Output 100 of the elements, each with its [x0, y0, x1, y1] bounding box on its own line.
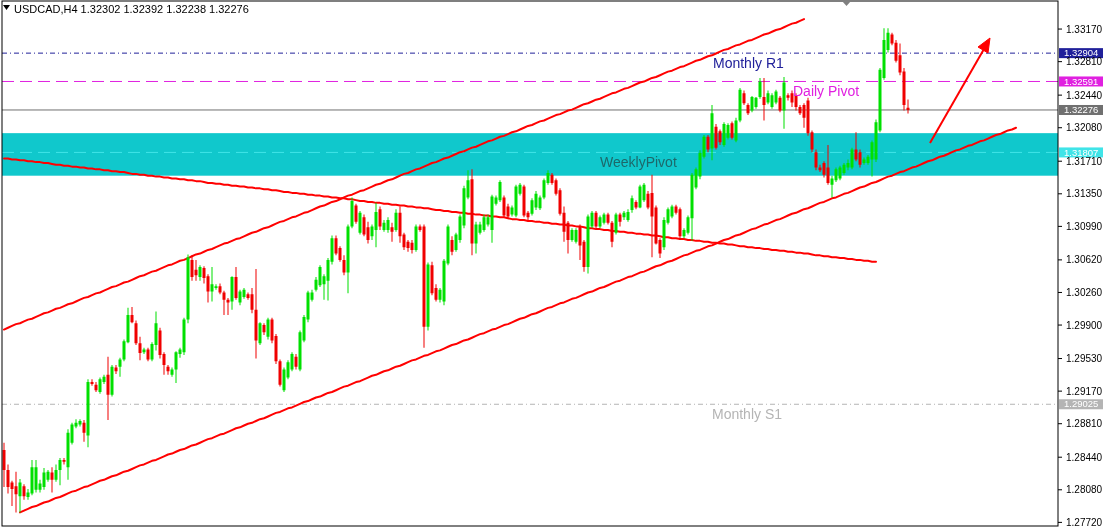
candlestick [774, 89, 778, 105]
chart-title: USDCAD,H4 1.32302 1.32392 1.32238 1.32276 [14, 3, 249, 15]
candlestick [394, 209, 398, 232]
candlestick [358, 211, 362, 235]
candlestick [634, 200, 638, 210]
candlestick [342, 255, 346, 276]
candlestick [250, 287, 254, 314]
candlestick [450, 236, 454, 256]
candlestick [762, 77, 766, 121]
y-tick-label: 1.32440 [1066, 89, 1103, 101]
y-tick-label: 1.32810 [1066, 56, 1103, 68]
candlestick [482, 214, 486, 232]
ref-line-label: WeeklyPivot [600, 154, 677, 171]
text: 1.31807 [1064, 146, 1099, 158]
candlestick [750, 96, 754, 113]
candlestick [626, 209, 630, 222]
candlestick [166, 364, 170, 375]
candlestick [198, 265, 202, 281]
candlestick [254, 268, 258, 359]
candlestick [30, 459, 34, 496]
candlestick [606, 212, 610, 225]
candlestick [2, 442, 6, 488]
y-tick-label: 1.28810 [1066, 418, 1103, 430]
candlestick [778, 96, 782, 113]
candlestick [278, 359, 282, 387]
candlestick [598, 215, 602, 229]
candlestick [62, 458, 66, 465]
candlestick [630, 195, 634, 213]
candlestick [742, 90, 746, 106]
text: 1.32904 [1064, 47, 1099, 59]
candlestick [170, 367, 174, 377]
candlestick [422, 224, 426, 348]
candlestick [374, 202, 378, 248]
candlestick [22, 484, 26, 500]
candlestick [678, 207, 682, 240]
text: 1.32276 [1064, 104, 1099, 116]
y-tick-label: 1.32080 [1066, 122, 1103, 134]
candlestick [610, 220, 614, 248]
candlestick [390, 222, 394, 242]
candlestick [498, 180, 502, 202]
candlestick [538, 195, 542, 211]
candlestick [238, 289, 242, 306]
candlestick [766, 90, 770, 105]
candlestick [90, 379, 94, 386]
candlestick [114, 364, 118, 374]
candlestick [110, 364, 114, 397]
candlestick [98, 377, 102, 394]
candlestick [770, 93, 774, 109]
candlestick [730, 121, 734, 140]
candlestick [218, 283, 222, 295]
candlestick [54, 464, 58, 482]
candlestick [58, 458, 62, 486]
candlestick [82, 420, 86, 442]
y-tick-label: 1.28080 [1066, 484, 1103, 496]
candlestick [638, 184, 642, 209]
candlestick [850, 147, 854, 170]
y-tick-label: 1.28440 [1066, 451, 1103, 463]
candlestick [230, 276, 234, 310]
candlestick [522, 184, 526, 218]
candlestick [222, 290, 226, 316]
candlestick [782, 77, 786, 129]
y-tick-label: 1.27720 [1066, 516, 1103, 528]
candlestick [570, 228, 574, 242]
candlestick [190, 255, 194, 281]
ref-line-label: Monthly S1 [712, 406, 783, 423]
candlestick [86, 379, 90, 448]
candlestick [586, 214, 590, 274]
candlestick [622, 211, 626, 221]
candlestick [138, 336, 142, 361]
candlestick [414, 224, 418, 252]
candlestick [690, 172, 694, 241]
y-tick-label: 1.30990 [1066, 220, 1103, 232]
y-tick-label: 1.29900 [1066, 319, 1103, 331]
candlestick [378, 206, 382, 231]
candlestick [574, 228, 578, 244]
candlestick [410, 239, 414, 254]
candlestick [738, 87, 742, 123]
candlestick [754, 96, 758, 109]
candlestick [426, 262, 430, 331]
candlestick [490, 194, 494, 243]
candlestick [594, 211, 598, 229]
candlestick [470, 169, 474, 256]
candlestick [350, 197, 354, 229]
candlestick [134, 320, 138, 345]
candlestick [174, 351, 178, 383]
candlestick [182, 317, 186, 355]
y-tick-label: 1.30260 [1066, 286, 1103, 298]
candlestick [382, 220, 386, 232]
candlestick [602, 212, 606, 225]
candlestick [210, 267, 214, 302]
candlestick [354, 203, 358, 224]
y-tick-label: 1.31710 [1066, 155, 1103, 167]
candlestick [294, 354, 298, 370]
candlestick [734, 117, 738, 143]
candlestick [346, 224, 350, 294]
text: 1.32591 [1064, 75, 1099, 87]
ref-line-label: Monthly R1 [713, 55, 785, 72]
candlestick [838, 165, 842, 181]
candlestick [14, 471, 18, 513]
candlestick [758, 77, 762, 99]
